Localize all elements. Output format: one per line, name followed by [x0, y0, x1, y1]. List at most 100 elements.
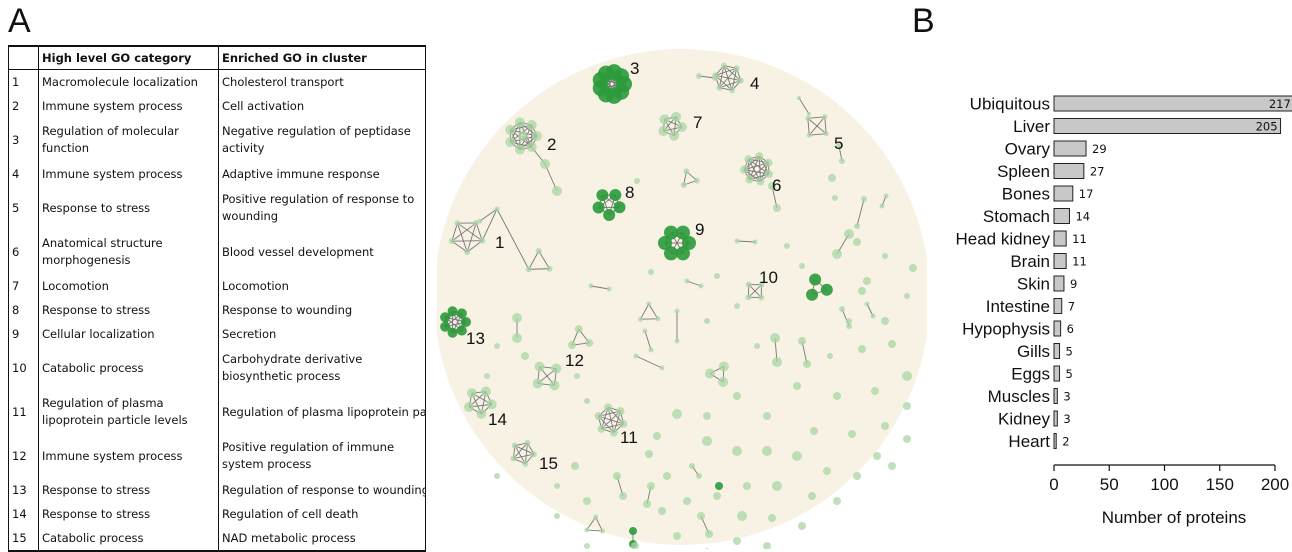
network-node: [737, 511, 747, 521]
network-node: [719, 361, 729, 371]
data-label: 3: [1063, 390, 1070, 404]
network-node: [531, 451, 537, 457]
network-node: [909, 264, 917, 272]
cluster-label: 7: [693, 113, 702, 132]
network-node: [676, 246, 690, 260]
network-node: [658, 126, 668, 136]
network-node: [593, 202, 605, 214]
network-node: [733, 392, 741, 400]
category-label: Brain: [1010, 252, 1050, 271]
network-node: [733, 537, 741, 545]
category-label: Intestine: [986, 297, 1050, 316]
network-node: [494, 343, 500, 349]
network-node: [740, 166, 748, 174]
network-node: [664, 226, 678, 240]
row-index: 9: [9, 322, 39, 346]
network-node: [844, 229, 854, 239]
table-header-category: High level GO category: [39, 46, 219, 70]
network-node: [746, 282, 752, 288]
category-labels: UbiquitousLiverOvarySpleenBonesStomachHe…: [955, 95, 1050, 452]
data-label: 2: [1062, 435, 1069, 449]
network-node: [522, 461, 528, 467]
network-node: [757, 178, 765, 186]
row-category: Response to stress: [39, 478, 219, 502]
row-category: Anatomical structure morphogenesis: [39, 230, 219, 274]
category-label: Gills: [1017, 342, 1050, 361]
network-node: [554, 513, 560, 519]
row-category: Catabolic process: [39, 346, 219, 390]
network-node: [888, 462, 896, 470]
cluster-label: 12: [565, 351, 584, 370]
row-category: Cellular localization: [39, 322, 219, 346]
network-node: [476, 409, 486, 419]
network-node: [694, 178, 700, 184]
network-node: [645, 450, 653, 458]
row-category: Regulation of molecular function: [39, 118, 219, 162]
row-enriched: Negative regulation of peptidase activit…: [219, 118, 426, 162]
network-node: [440, 322, 450, 332]
network-node: [681, 182, 687, 188]
category-label: Spleen: [997, 162, 1050, 181]
network-node: [705, 530, 713, 538]
network-node: [763, 412, 771, 420]
network-node: [551, 364, 561, 374]
network-node: [676, 226, 690, 240]
network-node: [699, 284, 704, 289]
network-node: [833, 392, 841, 400]
network-node: [660, 114, 670, 124]
network-node: [807, 133, 812, 138]
network-node: [575, 325, 583, 333]
network-node: [718, 377, 728, 387]
network-node: [705, 369, 715, 379]
network-node: [675, 309, 680, 314]
bar: [1054, 186, 1073, 201]
network-node: [454, 220, 460, 226]
network-node: [865, 302, 870, 307]
network-node: [675, 339, 680, 344]
network-node: [712, 75, 718, 81]
network-node: [527, 120, 537, 130]
network-node: [669, 131, 679, 141]
network-node: [824, 131, 829, 136]
x-tick-label: 0: [1049, 475, 1058, 494]
network-node: [638, 317, 643, 322]
network-node: [457, 308, 467, 318]
cluster-label: 3: [630, 59, 639, 78]
row-index: 8: [9, 298, 39, 322]
data-label: 3: [1063, 412, 1070, 426]
network-node: [793, 382, 801, 390]
network-node: [903, 402, 911, 410]
network-node: [805, 116, 810, 121]
network-node: [521, 352, 529, 360]
network-node: [568, 341, 576, 349]
network-node: [848, 430, 856, 438]
network-node: [839, 306, 845, 312]
network-node: [832, 249, 842, 259]
network-node: [685, 279, 690, 284]
panel-b-label: B: [912, 2, 935, 41]
network-node: [828, 174, 836, 182]
category-label: Ubiquitous: [970, 95, 1050, 114]
network-node: [505, 137, 515, 147]
network-node: [643, 329, 648, 334]
network-node: [754, 343, 760, 349]
network-node: [512, 443, 518, 449]
network-node: [597, 425, 605, 433]
go-category-table: High level GO category Enriched GO in cl…: [8, 45, 426, 552]
category-label: Hypophysis: [962, 320, 1050, 339]
bar: [1054, 344, 1060, 359]
bar: [1054, 411, 1057, 426]
row-enriched: Secretion: [219, 322, 426, 346]
network-node: [753, 240, 758, 245]
network-node: [487, 399, 497, 409]
network-node: [658, 507, 666, 515]
network-node: [648, 269, 654, 275]
row-enriched: Positive regulation of immune system pro…: [219, 434, 426, 478]
network-node: [540, 159, 550, 169]
network-node: [904, 293, 910, 299]
network-node: [494, 473, 500, 479]
network-node: [533, 378, 543, 388]
